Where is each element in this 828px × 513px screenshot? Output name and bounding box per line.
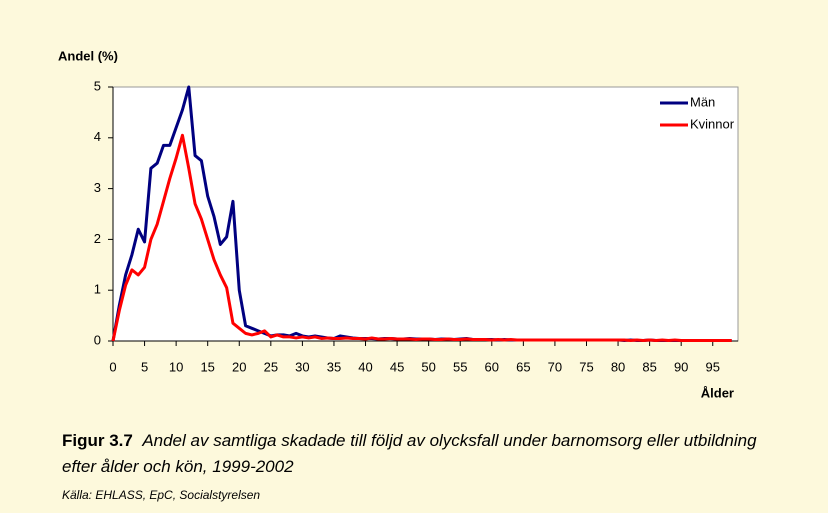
- y-tick-label: 3: [94, 180, 101, 195]
- x-tick-label: 65: [516, 359, 530, 374]
- x-tick-label: 40: [358, 359, 372, 374]
- x-tick-label: 25: [264, 359, 278, 374]
- y-tick-label: 5: [94, 78, 101, 93]
- x-tick-label: 90: [674, 359, 688, 374]
- y-tick-label: 4: [94, 129, 101, 144]
- legend-label: Män: [690, 94, 715, 109]
- x-tick-label: 15: [200, 359, 214, 374]
- plot-area: [112, 86, 739, 342]
- legend-label: Kvinnor: [690, 116, 735, 131]
- x-tick-label: 45: [390, 359, 404, 374]
- x-tick-label: 10: [169, 359, 183, 374]
- x-tick-label: 75: [579, 359, 593, 374]
- x-axis-label: Ålder: [701, 385, 734, 400]
- caption: Figur 3.7 Andel av samtliga skadade till…: [62, 428, 782, 480]
- y-tick-label: 0: [94, 332, 101, 347]
- x-tick-label: 5: [141, 359, 148, 374]
- x-tick-label: 0: [109, 359, 116, 374]
- x-tick-label: 60: [485, 359, 499, 374]
- caption-text: Andel av samtliga skadade till följd av …: [62, 431, 757, 476]
- x-tick-label: 80: [611, 359, 625, 374]
- x-tick-label: 20: [232, 359, 246, 374]
- series-line: [111, 133, 732, 342]
- x-tick-label: 85: [642, 359, 656, 374]
- x-tick-label: 95: [706, 359, 720, 374]
- x-tick-label: 70: [548, 359, 562, 374]
- caption-label: Figur 3.7: [62, 431, 133, 450]
- y-tick-label: 2: [94, 231, 101, 246]
- x-tick-label: 35: [327, 359, 341, 374]
- x-tick-label: 50: [421, 359, 435, 374]
- y-tick-label: 1: [94, 282, 101, 297]
- x-tick-label: 55: [453, 359, 467, 374]
- x-tick-label: 30: [295, 359, 309, 374]
- caption-source: Källa: EHLASS, EpC, Socialstyrelsen: [62, 488, 261, 502]
- y-axis-label: Andel (%): [58, 48, 118, 63]
